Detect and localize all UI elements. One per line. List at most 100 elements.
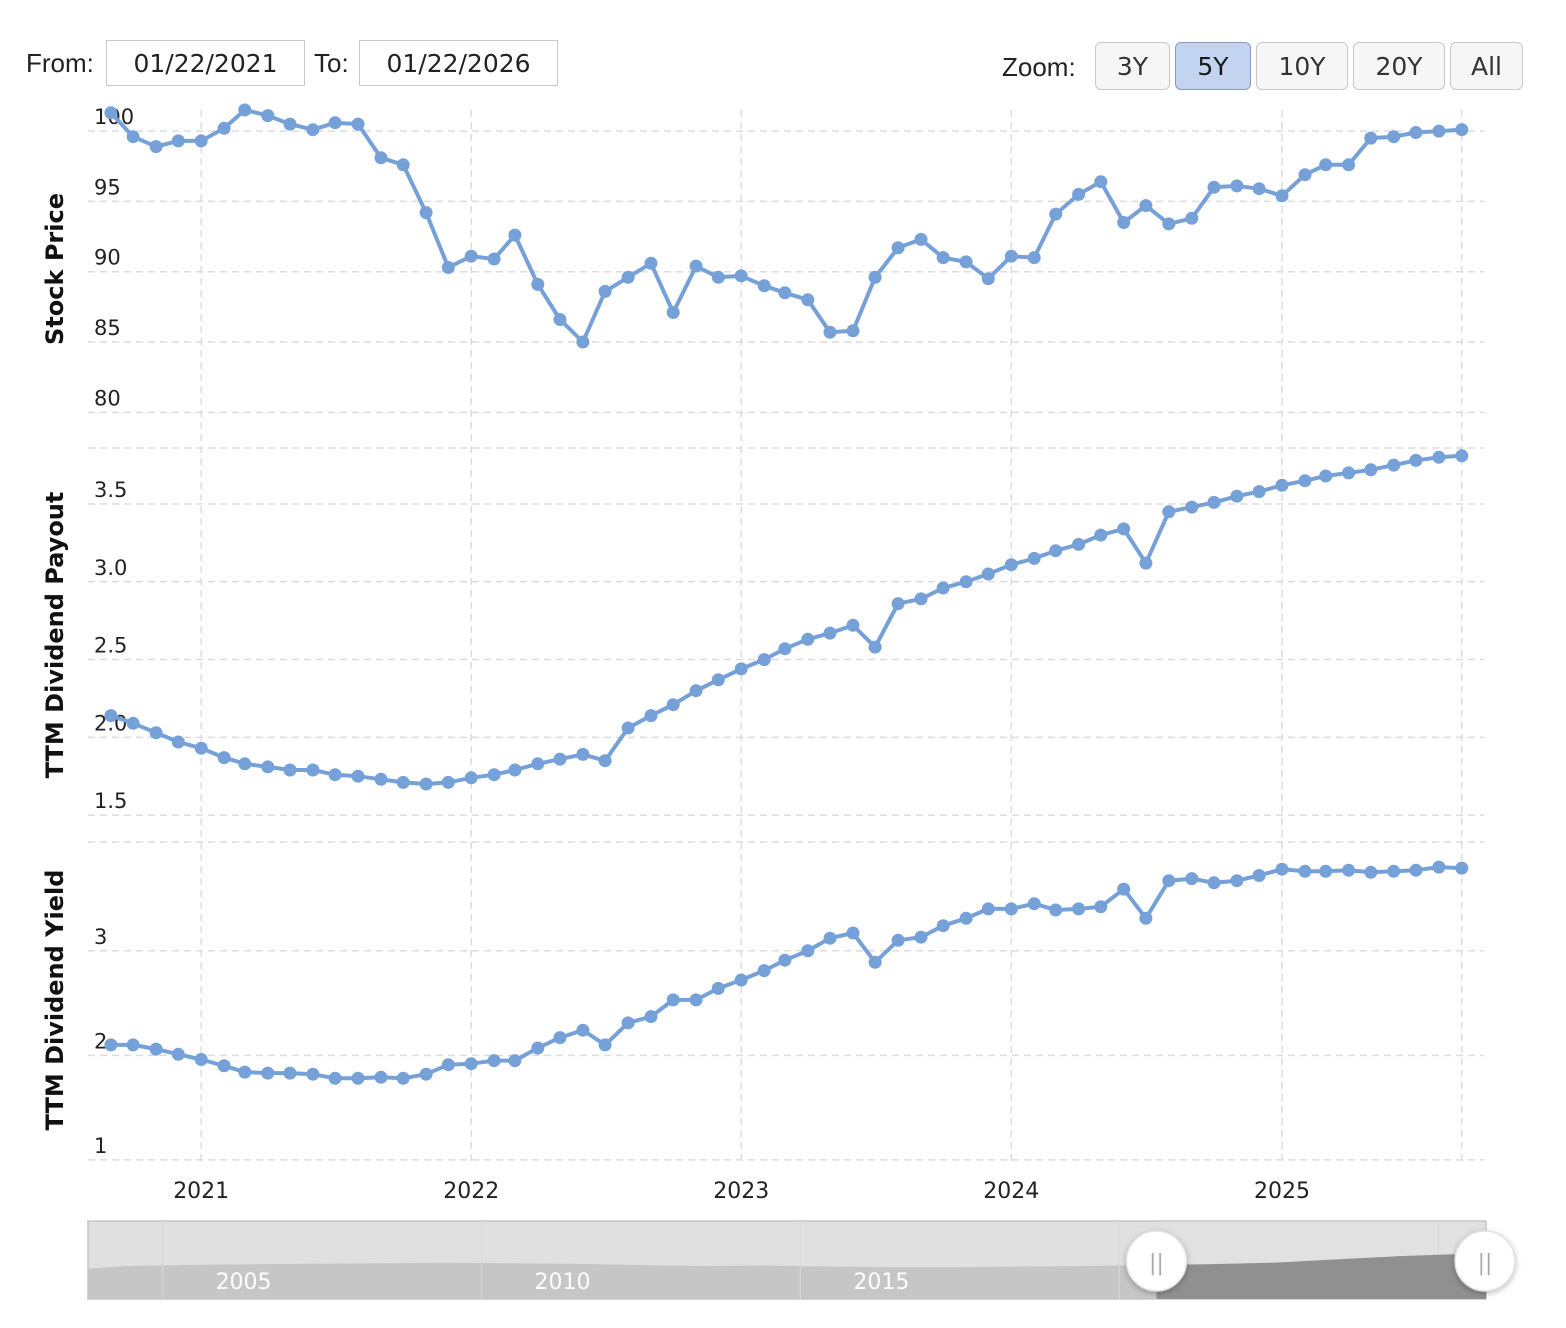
from-date-input[interactable]: 01/22/2021 bbox=[106, 40, 305, 86]
data-point[interactable] bbox=[464, 249, 478, 263]
data-point[interactable] bbox=[711, 673, 725, 687]
data-point[interactable] bbox=[464, 1057, 478, 1071]
data-point[interactable] bbox=[1230, 179, 1244, 193]
data-point[interactable] bbox=[441, 775, 455, 789]
data-point[interactable] bbox=[734, 973, 748, 987]
data-point[interactable] bbox=[553, 752, 567, 766]
navigator-selection-window[interactable] bbox=[1156, 1221, 1486, 1299]
data-point[interactable] bbox=[576, 747, 590, 761]
data-point[interactable] bbox=[846, 618, 860, 632]
data-point[interactable] bbox=[1185, 872, 1199, 886]
data-point[interactable] bbox=[778, 286, 792, 300]
data-point[interactable] bbox=[351, 1071, 365, 1085]
data-point[interactable] bbox=[1387, 130, 1401, 144]
data-point[interactable] bbox=[1004, 249, 1018, 263]
data-point[interactable] bbox=[644, 1010, 658, 1024]
data-point[interactable] bbox=[1252, 485, 1266, 499]
data-point[interactable] bbox=[846, 324, 860, 338]
data-point[interactable] bbox=[104, 1038, 118, 1052]
data-point[interactable] bbox=[598, 284, 612, 298]
zoom-5y-button[interactable]: 5Y bbox=[1175, 42, 1251, 90]
data-point[interactable] bbox=[914, 592, 928, 606]
data-point[interactable] bbox=[666, 306, 680, 319]
data-point[interactable] bbox=[621, 1016, 635, 1030]
data-point[interactable] bbox=[1072, 187, 1086, 201]
zoom-20y-button[interactable]: 20Y bbox=[1353, 42, 1445, 90]
data-point[interactable] bbox=[306, 123, 320, 137]
data-point[interactable] bbox=[328, 1071, 342, 1085]
data-point[interactable] bbox=[1207, 876, 1221, 890]
data-point[interactable] bbox=[126, 130, 140, 144]
data-point[interactable] bbox=[441, 1058, 455, 1072]
data-point[interactable] bbox=[217, 121, 231, 135]
data-point[interactable] bbox=[1432, 450, 1446, 464]
data-point[interactable] bbox=[487, 768, 501, 782]
data-point[interactable] bbox=[374, 772, 388, 786]
data-point[interactable] bbox=[936, 581, 950, 595]
data-point[interactable] bbox=[374, 1070, 388, 1084]
data-point[interactable] bbox=[1275, 189, 1289, 203]
navigator-handle-circle[interactable] bbox=[1125, 1230, 1188, 1292]
data-point[interactable] bbox=[1364, 463, 1378, 477]
data-point[interactable] bbox=[1455, 449, 1469, 463]
data-point[interactable] bbox=[1207, 495, 1221, 509]
data-point[interactable] bbox=[1162, 217, 1176, 231]
data-point[interactable] bbox=[1230, 874, 1244, 888]
data-point[interactable] bbox=[1185, 211, 1199, 225]
data-point[interactable] bbox=[508, 228, 522, 242]
data-point[interactable] bbox=[1049, 903, 1063, 917]
data-point[interactable] bbox=[419, 777, 433, 791]
data-point[interactable] bbox=[283, 117, 297, 131]
data-point[interactable] bbox=[666, 698, 680, 712]
data-point[interactable] bbox=[283, 763, 297, 777]
data-point[interactable] bbox=[149, 726, 163, 740]
data-point[interactable] bbox=[487, 1054, 501, 1068]
data-point[interactable] bbox=[734, 269, 748, 283]
data-point[interactable] bbox=[1117, 216, 1131, 229]
data-point[interactable] bbox=[261, 760, 275, 774]
data-point[interactable] bbox=[126, 716, 140, 730]
data-point[interactable] bbox=[981, 902, 995, 916]
data-point[interactable] bbox=[778, 642, 792, 656]
data-point[interactable] bbox=[328, 768, 342, 782]
data-point[interactable] bbox=[1432, 124, 1446, 138]
data-point[interactable] bbox=[171, 1047, 185, 1061]
data-point[interactable] bbox=[238, 757, 252, 771]
data-point[interactable] bbox=[914, 232, 928, 246]
data-point[interactable] bbox=[711, 270, 725, 284]
data-point[interactable] bbox=[1004, 558, 1018, 572]
data-point[interactable] bbox=[981, 567, 995, 581]
data-point[interactable] bbox=[1342, 863, 1356, 877]
data-point[interactable] bbox=[1027, 897, 1041, 911]
data-point[interactable] bbox=[126, 1038, 140, 1052]
data-point[interactable] bbox=[644, 256, 658, 270]
data-point[interactable] bbox=[508, 1054, 522, 1068]
data-point[interactable] bbox=[1094, 175, 1108, 189]
data-point[interactable] bbox=[1409, 453, 1423, 467]
data-point[interactable] bbox=[757, 964, 771, 978]
to-date-input[interactable]: 01/22/2026 bbox=[359, 40, 558, 86]
data-point[interactable] bbox=[1409, 863, 1423, 877]
data-point[interactable] bbox=[959, 575, 973, 589]
data-point[interactable] bbox=[823, 325, 837, 339]
data-point[interactable] bbox=[778, 953, 792, 967]
data-point[interactable] bbox=[801, 293, 815, 307]
data-point[interactable] bbox=[1252, 182, 1266, 196]
data-point[interactable] bbox=[1072, 537, 1086, 551]
data-point[interactable] bbox=[1387, 864, 1401, 878]
data-point[interactable] bbox=[734, 662, 748, 676]
data-point[interactable] bbox=[644, 709, 658, 723]
zoom-all-button[interactable]: All bbox=[1450, 42, 1523, 90]
data-point[interactable] bbox=[1252, 869, 1266, 882]
data-point[interactable] bbox=[868, 955, 882, 969]
data-point[interactable] bbox=[846, 926, 860, 940]
data-point[interactable] bbox=[891, 933, 905, 947]
data-point[interactable] bbox=[261, 1066, 275, 1080]
data-point[interactable] bbox=[396, 775, 410, 789]
data-point[interactable] bbox=[621, 721, 635, 735]
data-point[interactable] bbox=[283, 1066, 297, 1080]
data-point[interactable] bbox=[598, 754, 612, 768]
data-point[interactable] bbox=[689, 259, 703, 273]
data-point[interactable] bbox=[351, 769, 365, 783]
data-point[interactable] bbox=[1162, 505, 1176, 519]
